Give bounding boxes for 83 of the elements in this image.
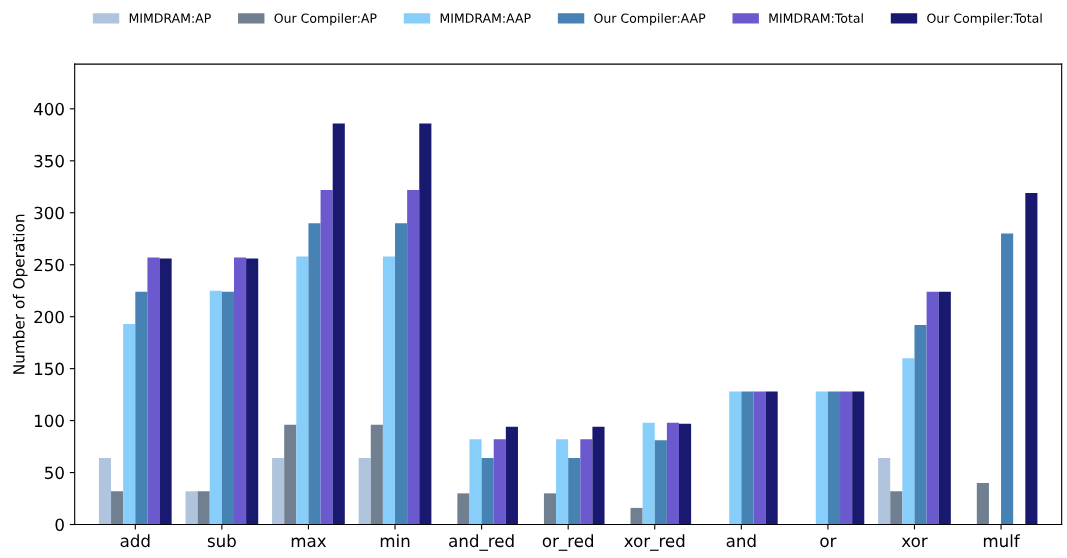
bar xyxy=(878,458,891,525)
bar xyxy=(185,491,198,525)
bar xyxy=(753,391,766,525)
y-tick-label: 250 xyxy=(34,258,64,272)
bar xyxy=(580,439,593,525)
bar xyxy=(98,458,112,525)
y-tick-label: 350 xyxy=(34,154,64,168)
bar xyxy=(1001,233,1014,525)
x-tick-label: and xyxy=(726,534,756,548)
bar xyxy=(296,256,309,525)
bar xyxy=(568,458,581,525)
legend-label: MIMDRAM:AAP xyxy=(440,13,531,23)
bar xyxy=(111,491,124,525)
bar xyxy=(840,391,853,525)
bar xyxy=(419,123,432,525)
y-tick-label: 400 xyxy=(33,102,64,116)
x-tick-label: or xyxy=(820,537,837,548)
bar xyxy=(197,491,210,525)
legend-label: MIMDRAM:AP xyxy=(129,13,211,23)
bar xyxy=(332,123,345,525)
bar xyxy=(395,223,408,525)
bar xyxy=(505,426,518,525)
bar xyxy=(592,426,605,525)
bar xyxy=(246,258,259,525)
x-tick-label: xor xyxy=(901,537,928,548)
x-tick-label: sub xyxy=(207,534,236,548)
bar xyxy=(902,358,915,525)
bar xyxy=(221,291,234,525)
bar xyxy=(469,439,482,525)
bar xyxy=(123,323,136,525)
bar xyxy=(926,291,939,525)
bar xyxy=(914,325,927,525)
bar xyxy=(976,482,989,525)
y-tick-label: 150 xyxy=(34,362,64,376)
legend-label: Our Compiler:AAP xyxy=(594,13,706,26)
x-tick-label: max xyxy=(291,537,327,548)
bar xyxy=(815,391,828,525)
bar xyxy=(679,423,692,525)
bar xyxy=(1025,193,1038,525)
bar xyxy=(938,291,951,525)
legend-label: MIMDRAM:Total xyxy=(769,13,863,23)
bar xyxy=(556,439,569,525)
bar xyxy=(827,391,841,525)
y-tick-label: 50 xyxy=(45,466,64,480)
bar xyxy=(284,424,297,525)
x-tick-label: or_red xyxy=(542,534,594,551)
legend-label: Our Compiler:AP xyxy=(274,13,377,26)
bar xyxy=(159,258,172,525)
bar xyxy=(543,493,557,525)
bar xyxy=(135,291,148,525)
bar xyxy=(407,189,420,525)
bar xyxy=(481,458,494,525)
legend-label: Our Compiler:Total xyxy=(927,13,1042,26)
bar xyxy=(741,391,754,525)
y-tick-label: 100 xyxy=(34,414,64,428)
x-tick-label: and_red xyxy=(449,534,514,551)
bar xyxy=(382,256,396,525)
bar xyxy=(272,458,285,525)
x-tick-label: min xyxy=(380,534,410,547)
bar xyxy=(233,257,247,525)
bar xyxy=(308,223,321,525)
bar xyxy=(493,439,506,525)
y-tick-label: 200 xyxy=(34,310,64,324)
bar xyxy=(642,422,655,525)
bar xyxy=(654,440,667,525)
bar xyxy=(320,189,333,525)
bar xyxy=(729,391,742,525)
bar xyxy=(209,290,222,525)
bar xyxy=(852,391,865,525)
bar xyxy=(147,257,160,525)
y-tick-label: 0 xyxy=(55,518,64,532)
y-tick-label: 300 xyxy=(34,206,64,220)
bar xyxy=(457,493,470,525)
y-axis-title: Number of Operation xyxy=(12,214,28,374)
bar xyxy=(765,391,778,525)
bar xyxy=(358,458,371,525)
bar xyxy=(370,424,383,525)
bar xyxy=(890,491,903,525)
x-tick-label: xor_red xyxy=(624,534,685,551)
x-tick-label: mulf xyxy=(983,534,1021,548)
bar xyxy=(666,422,679,525)
x-tick-label: add xyxy=(120,534,150,548)
bar xyxy=(630,507,643,525)
